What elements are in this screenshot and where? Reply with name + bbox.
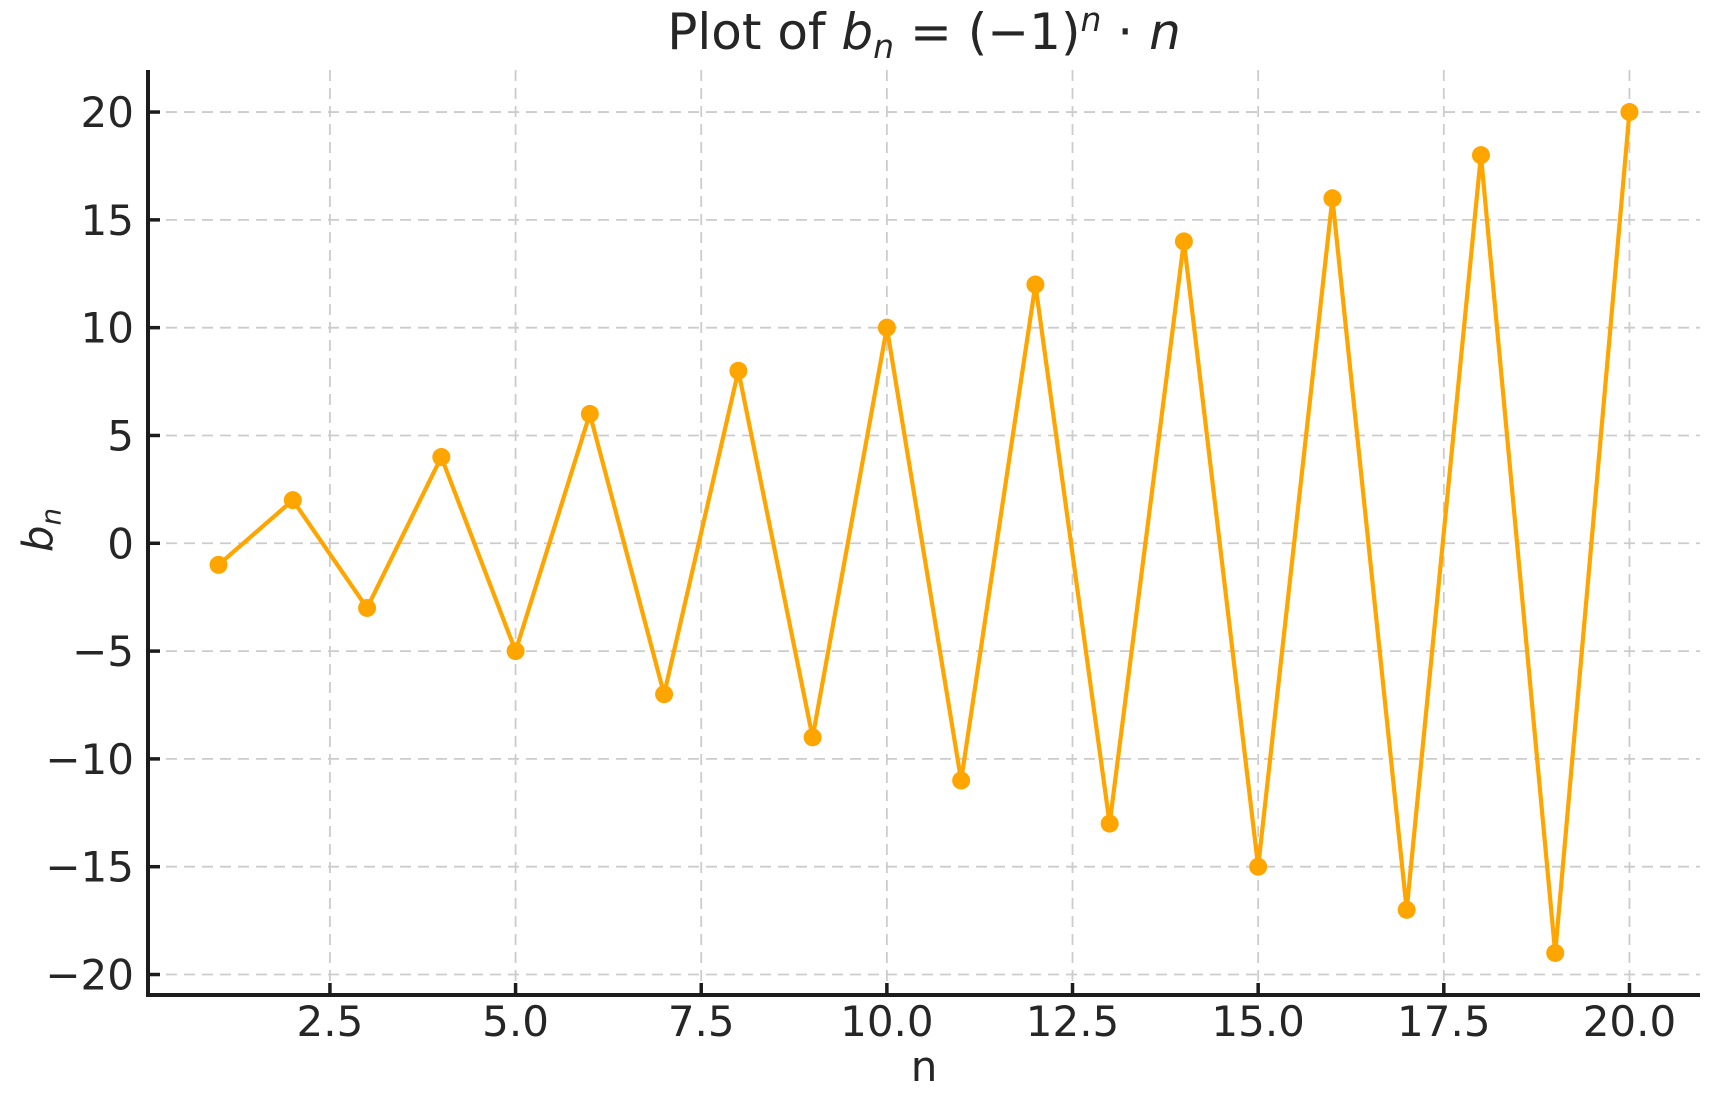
y-tick-label: 10 xyxy=(81,304,134,353)
x-tick-label: 10.0 xyxy=(840,997,934,1046)
y-tick-label: −15 xyxy=(45,843,134,892)
data-point-marker xyxy=(432,448,451,467)
title-prefix: Plot of xyxy=(667,3,842,61)
title-multiplication: · xyxy=(1101,3,1150,61)
data-point-marker xyxy=(1397,900,1416,919)
y-tick-label: 0 xyxy=(107,519,134,568)
title-equals: = (−1) xyxy=(894,3,1081,61)
title-var-subscript: n xyxy=(873,27,895,67)
data-point-marker xyxy=(877,318,896,337)
x-tick-label: 12.5 xyxy=(1026,997,1120,1046)
y-tick-label: 15 xyxy=(81,196,134,245)
y-axis-label: bn xyxy=(13,508,68,553)
data-point-marker xyxy=(655,685,674,704)
title-operand: n xyxy=(1149,3,1181,61)
y-axis-label-var: b xyxy=(13,525,63,553)
data-point-marker xyxy=(1026,275,1045,294)
data-point-marker xyxy=(1546,943,1565,962)
series-line xyxy=(216,109,1632,956)
y-tick-label: −20 xyxy=(45,951,134,1000)
x-tick-label: 2.5 xyxy=(297,997,364,1046)
data-point-marker xyxy=(506,642,525,661)
data-point-marker xyxy=(580,404,599,423)
x-tick-label: 7.5 xyxy=(668,997,735,1046)
data-point-marker xyxy=(209,555,228,574)
data-point-marker xyxy=(358,598,377,617)
data-point-marker xyxy=(1620,103,1639,122)
chart-title: Plot of bn = (−1)n · n xyxy=(148,3,1700,63)
x-tick-label: 5.0 xyxy=(482,997,549,1046)
data-point-marker xyxy=(1323,189,1342,208)
y-tick-label: 20 xyxy=(81,88,134,137)
x-tick-label: 15.0 xyxy=(1211,997,1305,1046)
data-point-marker xyxy=(729,361,748,380)
data-point-marker xyxy=(283,491,302,510)
title-exponent: n xyxy=(1080,0,1102,39)
data-point-marker xyxy=(803,728,822,747)
data-point-marker xyxy=(952,771,971,790)
y-axis-label-subscript: n xyxy=(34,507,68,526)
y-tick-label: −5 xyxy=(72,627,134,676)
title-var: b xyxy=(841,3,874,61)
data-point-marker xyxy=(1100,814,1119,833)
x-tick-label: 20.0 xyxy=(1583,997,1677,1046)
data-point-marker xyxy=(1249,857,1268,876)
data-point-marker xyxy=(1174,232,1193,251)
data-point-marker xyxy=(1471,146,1490,165)
x-tick-label: 17.5 xyxy=(1397,997,1491,1046)
y-tick-label: −10 xyxy=(45,735,134,784)
x-axis-label: n xyxy=(910,1042,938,1091)
y-tick-label: 5 xyxy=(107,411,134,460)
